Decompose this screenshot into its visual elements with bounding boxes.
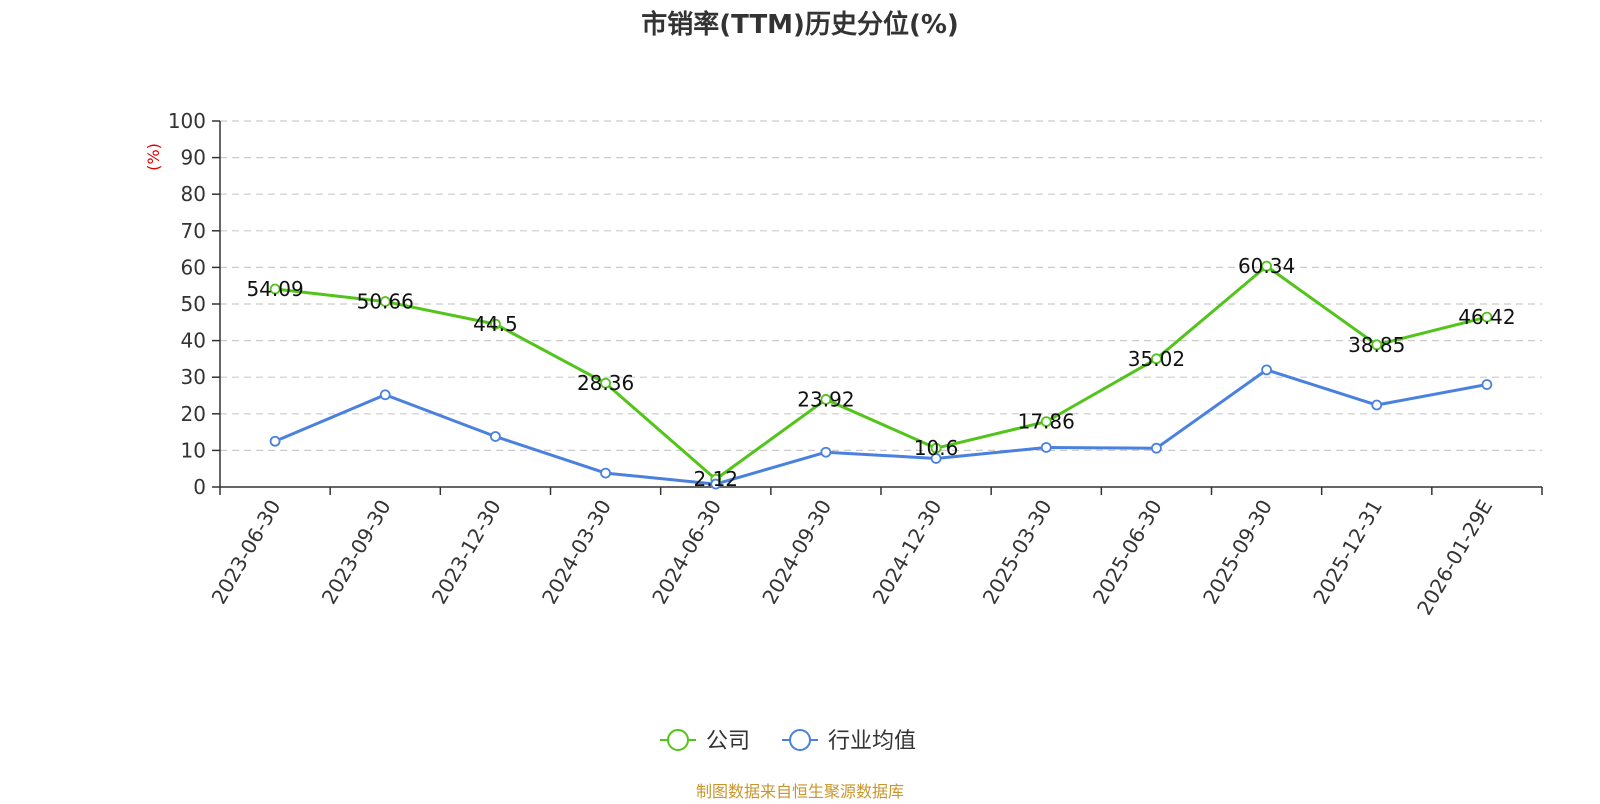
data-point [490,431,501,442]
data-label: 23.92 [797,387,854,411]
legend-label: 公司 [706,729,750,754]
data-point [600,467,611,479]
data-label: 54.09 [246,277,303,301]
data-point [600,377,611,389]
data-point [379,389,391,401]
data-point [490,318,501,330]
y-tick-label: 10 [181,438,206,462]
data-point [269,283,281,295]
series-lines [269,260,1493,490]
x-tick-label: 2024-06-30 [647,496,726,609]
x-tick-label: 2025-09-30 [1198,496,1277,609]
source-note: 制图数据来自恒生聚源数据库 [696,782,904,800]
legend-item-2: 行业均值 [782,729,916,754]
x-tick-label: 2024-03-30 [537,496,616,609]
data-point [820,394,832,405]
data-label: 35.02 [1128,347,1185,371]
data-point [1261,260,1272,272]
y-tick-label: 50 [181,292,206,316]
data-label: 2.12 [693,467,738,491]
data-point [1261,364,1272,376]
data-label: 60.34 [1238,254,1295,278]
data-label: 44.5 [473,312,518,336]
data-point [1371,339,1383,351]
data-label: 10.6 [914,436,959,460]
data-point [1371,399,1383,411]
data-point [1040,416,1052,428]
legend-marker [667,729,689,751]
data-point [930,453,942,464]
data-point [1151,442,1162,454]
y-tick-label: 40 [181,329,206,353]
y-tick-label: 100 [168,109,206,133]
data-label: 38.85 [1348,333,1405,357]
y-tick-label: 30 [181,365,206,389]
data-labels: 54.09 50.66 44.5 28.36 2.12 23.92 10.6 17.86 35.… [246,254,1515,491]
series-line [274,368,1488,486]
data-point [379,296,391,307]
x-tick-label: 2025-03-30 [978,496,1057,609]
axes: 0 10 20 30 40 50 60 70 80 90 100 2023-06-30 2023-09-… [168,109,1543,620]
data-point [1040,442,1052,453]
data-point [1481,311,1493,323]
x-tick-label: 2023-09-30 [317,496,396,609]
data-point [710,478,722,490]
series-2 [269,364,1493,490]
x-tick-label: 2023-06-30 [207,496,286,609]
legend: 公司 行业均值 [660,729,916,754]
x-tick-label: 2025-12-31 [1308,496,1387,609]
y-tick-label: 80 [181,182,206,206]
y-tick-label: 20 [181,402,206,426]
x-tick-label: 2026-01-29E [1412,496,1497,620]
x-tick-label: 2025-06-30 [1088,496,1167,609]
legend-marker [789,729,812,751]
data-point [1481,379,1493,390]
chart-title: 市销率(TTM)历史分位(%) [641,9,959,40]
y-tick-label: 0 [193,475,206,499]
y-tick-label: 60 [181,255,206,279]
data-point [269,435,281,447]
legend-item-1: 公司 [660,729,750,754]
data-label: 17.86 [1018,410,1075,434]
y-tick-label: 70 [181,219,206,243]
data-label: 50.66 [357,290,414,314]
grid-lines [220,120,1542,451]
series-line [274,264,1488,481]
x-tick-label: 2024-12-30 [868,496,947,609]
data-label: 28.36 [577,371,634,395]
data-point [1151,353,1162,365]
x-tick-label: 2024-09-30 [757,496,836,609]
y-tick-label: 90 [181,146,206,170]
data-point [930,442,942,454]
data-point [820,446,832,458]
x-tick-label: 2023-12-30 [427,496,506,609]
legend-label: 行业均值 [828,729,916,754]
data-label: 46.42 [1458,305,1515,329]
y-axis-unit: (%) [144,143,163,171]
